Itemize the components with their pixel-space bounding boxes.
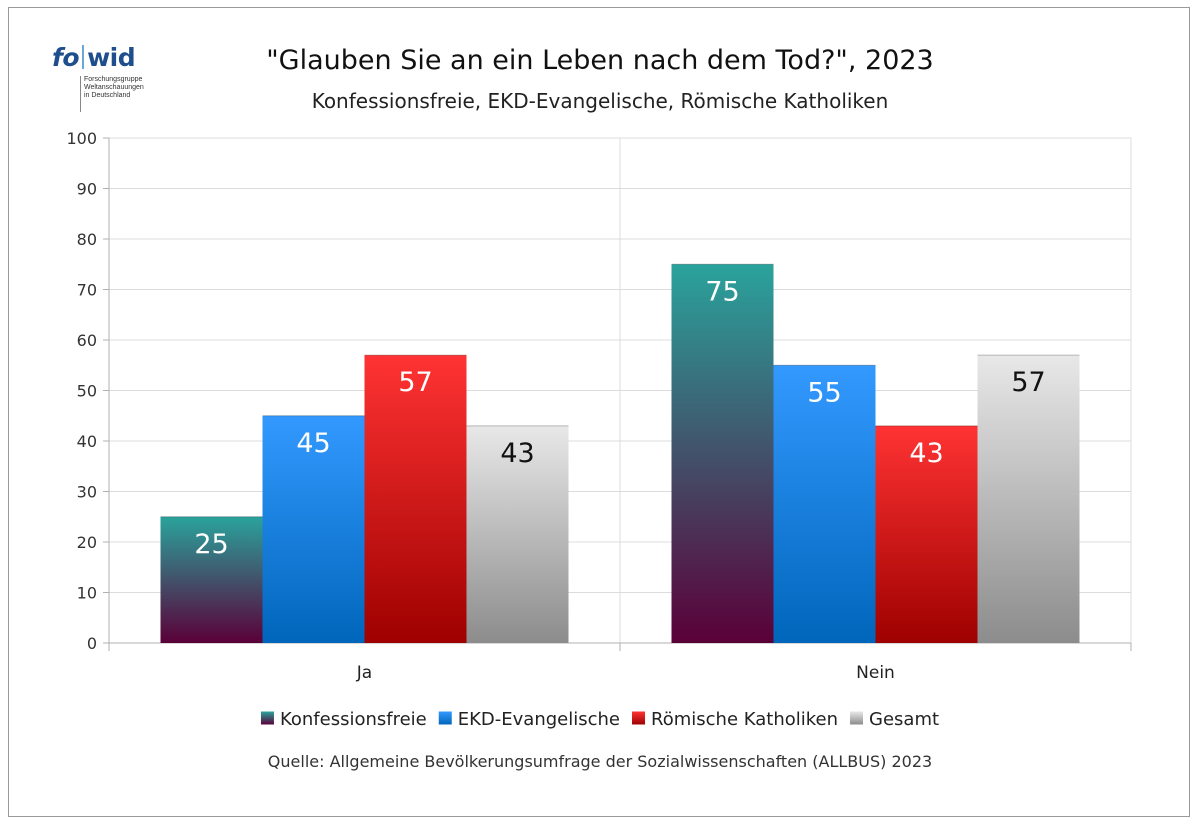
bar bbox=[875, 425, 978, 643]
chart-title: "Glauben Sie an ein Leben nach dem Tod?"… bbox=[266, 45, 934, 76]
y-tick-label: 70 bbox=[77, 281, 97, 300]
fowid-logo: fo wid Forschungsgruppe Weltanschauungen … bbox=[52, 44, 162, 114]
data-label: 57 bbox=[1011, 367, 1045, 398]
data-label: 25 bbox=[194, 529, 228, 560]
bar bbox=[466, 425, 569, 643]
chart-subtitle: Konfessionsfreie, EKD-Evangelische, Römi… bbox=[311, 89, 889, 113]
data-label: 57 bbox=[398, 367, 432, 398]
logo-sub-line-1: Forschungsgruppe bbox=[84, 76, 143, 83]
legend-item: EKD-Evangelische bbox=[438, 709, 620, 730]
legend: Konfessionsfreie EKD-Evangelische Römische… bbox=[260, 709, 939, 730]
logo-divider bbox=[82, 45, 85, 69]
y-tick-label: 30 bbox=[77, 483, 97, 502]
bar bbox=[364, 355, 467, 643]
data-labels: 25 45 57 43 75 55 43 57 bbox=[194, 276, 1045, 560]
data-label: 75 bbox=[705, 276, 739, 307]
legend-label: Konfessionsfreie bbox=[280, 709, 427, 730]
y-tick-label: 50 bbox=[77, 382, 97, 401]
data-label: 43 bbox=[500, 438, 534, 469]
bars bbox=[160, 263, 1080, 643]
logo-wordmark: fo wid bbox=[52, 43, 136, 72]
logo-sub-line-3: in Deutschland bbox=[84, 92, 131, 99]
y-tick-label: 60 bbox=[77, 331, 97, 350]
legend-item: Römische Katholiken bbox=[632, 709, 838, 730]
bar bbox=[773, 365, 876, 643]
x-tick-label: Ja bbox=[356, 663, 372, 683]
legend-label: Gesamt bbox=[869, 709, 939, 730]
legend-item: Konfessionsfreie bbox=[260, 709, 427, 730]
legend-label: EKD-Evangelische bbox=[458, 709, 620, 730]
logo-rule bbox=[80, 76, 81, 112]
y-tick-label: 100 bbox=[66, 129, 97, 148]
logo-sub-line-2: Weltanschauungen bbox=[84, 84, 144, 91]
legend-swatch bbox=[438, 711, 452, 725]
data-label: 45 bbox=[296, 428, 330, 459]
y-tick-label: 10 bbox=[77, 584, 97, 603]
logo-subtitle: Forschungsgruppe Weltanschauungen in Deu… bbox=[84, 76, 144, 100]
logo-word-b: wid bbox=[87, 43, 136, 72]
logo-word-a: fo bbox=[52, 43, 80, 72]
data-label: 55 bbox=[807, 377, 841, 408]
y-tick-label: 40 bbox=[77, 432, 97, 451]
y-tick-label: 90 bbox=[77, 180, 97, 199]
bar bbox=[977, 355, 1080, 643]
bar bbox=[671, 264, 774, 643]
legend-item: Gesamt bbox=[850, 709, 939, 730]
legend-swatch bbox=[850, 711, 864, 725]
source-note: Quelle: Allgemeine Bevölkerungsumfrage d… bbox=[267, 752, 933, 771]
y-tick-label: 80 bbox=[77, 230, 97, 249]
x-tick-label: Nein bbox=[856, 663, 895, 683]
legend-label: Römische Katholiken bbox=[651, 709, 838, 730]
bar bbox=[262, 415, 365, 643]
bar bbox=[160, 516, 263, 643]
legend-swatch bbox=[632, 711, 646, 725]
y-tick-label: 20 bbox=[77, 533, 97, 552]
legend-swatch bbox=[260, 711, 274, 725]
y-tick-label: 0 bbox=[87, 634, 97, 653]
data-label: 43 bbox=[909, 438, 943, 469]
